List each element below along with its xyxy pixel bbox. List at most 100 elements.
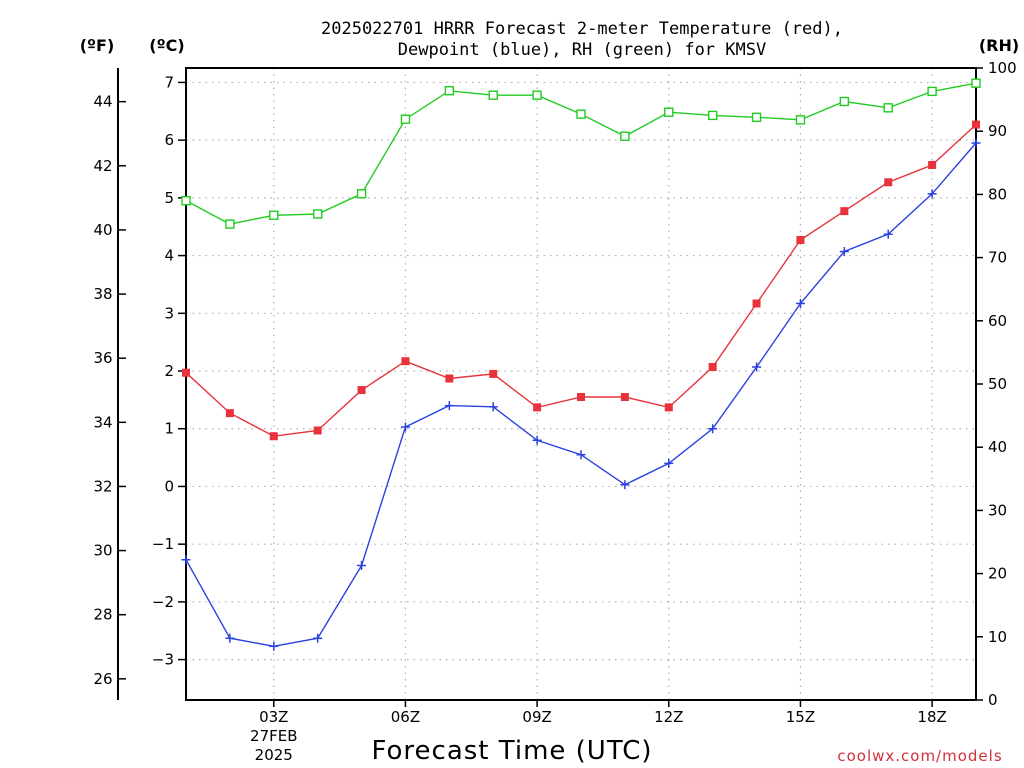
- fahrenheit-tick-label: 38: [93, 285, 112, 303]
- fahrenheit-tick-label: 28: [93, 606, 112, 624]
- data-point-temperature: [972, 120, 980, 129]
- fahrenheit-tick-label: 26: [93, 670, 112, 688]
- data-point-rh: [488, 90, 498, 100]
- series-dewpoint: [181, 138, 981, 651]
- data-point-rh: [532, 90, 542, 100]
- rh-tick-label: 70: [988, 249, 1007, 267]
- celsius-tick-label: 2: [164, 362, 174, 380]
- series-line-temperature: [185, 124, 977, 437]
- celsius-tick-label: 1: [164, 420, 174, 438]
- data-point-rh: [751, 112, 762, 122]
- data-point-temperature: [489, 369, 498, 378]
- x-tick-label: 06Z: [391, 708, 420, 726]
- chart-title-line-2: Dewpoint (blue), RH (green) for KMSV: [398, 40, 766, 60]
- data-point-temperature: [620, 392, 629, 401]
- chart-title-line-1: 2025022701 HRRR Forecast 2-meter Tempera…: [321, 19, 843, 39]
- fahrenheit-tick-label: 30: [93, 542, 112, 560]
- rh-tick-label: 10: [988, 628, 1007, 646]
- celsius-axis-label: (ºC): [149, 36, 184, 55]
- fahrenheit-tick-label: 36: [93, 349, 112, 367]
- data-point-rh: [707, 110, 718, 121]
- data-point-temperature: [752, 299, 761, 308]
- data-point-dewpoint: [664, 458, 674, 468]
- data-point-temperature: [928, 160, 937, 169]
- data-point-rh: [225, 219, 235, 229]
- data-point-temperature: [357, 386, 366, 395]
- x-tick-date-label: 2025: [255, 746, 293, 764]
- data-point-rh: [620, 131, 630, 141]
- rh-tick-label: 20: [988, 565, 1007, 583]
- tick-labels: 76543210−1−2−344424038363432302826100908…: [93, 59, 1016, 764]
- celsius-tick-label: −3: [152, 651, 174, 669]
- data-point-dewpoint: [488, 402, 498, 412]
- data-point-dewpoint: [225, 633, 235, 643]
- x-tick-label: 03Z: [259, 708, 288, 726]
- fahrenheit-tick-label: 34: [93, 413, 112, 431]
- data-point-rh: [400, 114, 411, 124]
- data-point-rh: [839, 96, 850, 107]
- celsius-tick-label: 5: [164, 189, 174, 207]
- data-point-temperature: [313, 426, 322, 435]
- data-point-rh: [269, 210, 279, 220]
- axes: [117, 67, 983, 707]
- rh-axis-label: (RH): [979, 36, 1019, 55]
- data-series: [181, 78, 981, 651]
- rh-tick-label: 50: [988, 375, 1007, 393]
- fahrenheit-tick-label: 32: [93, 477, 112, 495]
- rh-tick-label: 0: [988, 691, 998, 709]
- data-point-dewpoint: [181, 555, 191, 565]
- data-point-temperature: [269, 432, 278, 441]
- celsius-tick-label: −1: [152, 535, 174, 553]
- x-tick-label: 12Z: [654, 708, 683, 726]
- data-point-temperature: [796, 235, 805, 244]
- data-point-dewpoint: [883, 229, 893, 239]
- data-point-temperature: [840, 207, 849, 216]
- plot-frame: [185, 67, 977, 701]
- data-point-temperature: [533, 403, 542, 412]
- series-temperature: [182, 120, 980, 441]
- data-point-dewpoint: [620, 480, 630, 490]
- data-point-rh: [312, 209, 323, 219]
- data-point-rh: [795, 115, 806, 125]
- fahrenheit-tick-label: 40: [93, 221, 112, 239]
- data-point-temperature: [577, 392, 585, 401]
- data-point-dewpoint: [532, 435, 542, 445]
- data-point-rh: [444, 86, 455, 96]
- data-point-rh: [971, 78, 981, 88]
- data-point-rh: [181, 196, 191, 206]
- x-tick-label: 18Z: [917, 708, 946, 726]
- credit-link[interactable]: coolwx.com/models: [837, 747, 1002, 765]
- data-point-dewpoint: [444, 401, 454, 411]
- fahrenheit-tick-label: 44: [93, 93, 112, 111]
- x-tick-label: 09Z: [522, 708, 551, 726]
- data-point-rh: [664, 107, 674, 117]
- celsius-tick-label: −2: [152, 593, 174, 611]
- rh-tick-label: 90: [988, 122, 1007, 140]
- data-point-temperature: [445, 374, 454, 383]
- data-point-dewpoint: [357, 561, 367, 571]
- rh-tick-label: 30: [988, 501, 1007, 519]
- data-point-temperature: [182, 368, 190, 377]
- series-rh: [181, 78, 981, 229]
- fahrenheit-axis-label: (ºF): [80, 36, 115, 55]
- x-tick-label: 15Z: [786, 708, 815, 726]
- data-point-dewpoint: [971, 138, 981, 148]
- data-point-dewpoint: [927, 189, 937, 199]
- data-point-temperature: [225, 409, 234, 418]
- grid-lines: [186, 68, 976, 700]
- data-point-temperature: [884, 178, 893, 187]
- data-point-rh: [356, 189, 367, 199]
- data-point-rh: [927, 86, 937, 97]
- rh-tick-label: 40: [988, 438, 1007, 456]
- rh-tick-label: 80: [988, 185, 1007, 203]
- data-point-rh: [883, 103, 893, 113]
- fahrenheit-tick-label: 42: [93, 157, 112, 175]
- rh-tick-label: 100: [988, 59, 1017, 77]
- data-point-dewpoint: [752, 362, 762, 372]
- data-point-dewpoint: [576, 450, 586, 460]
- data-point-dewpoint: [313, 633, 323, 643]
- data-point-dewpoint: [795, 298, 805, 308]
- data-point-temperature: [401, 357, 410, 366]
- x-tick-date-label: 27FEB: [250, 727, 297, 745]
